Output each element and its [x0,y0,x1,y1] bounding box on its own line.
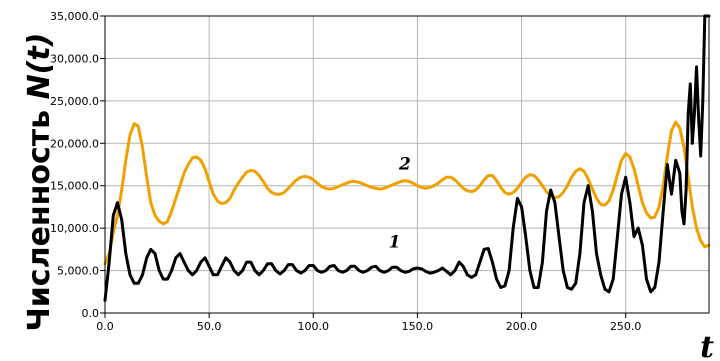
y-tick-label: 0.0 [82,307,100,320]
series-label-2: 2 [398,155,411,175]
plot-frame [104,15,710,314]
series-line-1 [103,14,711,302]
series-layer [103,14,711,302]
x-tick-label: 100.0 [298,320,330,333]
x-tick-label: 150.0 [402,320,434,333]
x-tick-label: 200.0 [506,320,538,333]
y-axis-title: Численность N(t) [22,33,57,332]
x-tick-label: 50.0 [197,320,222,333]
tick-labels: 0.0 50.0 100.0 150.0 200.0 250.0 0.0 5,000.0 10,… [50,10,641,333]
y-tick-label: 15,000.0 [50,180,99,193]
y-tick-label: 25,000.0 [50,95,99,108]
y-tick-label: 20,000.0 [50,137,99,150]
y-axis-title-text: Численность [22,99,57,331]
series-labels: 21 [389,155,411,253]
y-tick-label: 35,000.0 [50,10,99,23]
y-tick-label: 5,000.0 [57,265,99,278]
x-axis-title: t [700,330,714,361]
x-tick-label: 0.0 [96,320,114,333]
y-tick-label: 30,000.0 [50,52,99,65]
y-tick-label: 10,000.0 [50,222,99,235]
series-label-1: 1 [389,233,401,253]
plot-border [104,15,710,314]
x-tick-label: 250.0 [610,320,642,333]
series-line-2 [103,120,711,266]
y-axis-title-variable: N(t) [22,33,57,100]
